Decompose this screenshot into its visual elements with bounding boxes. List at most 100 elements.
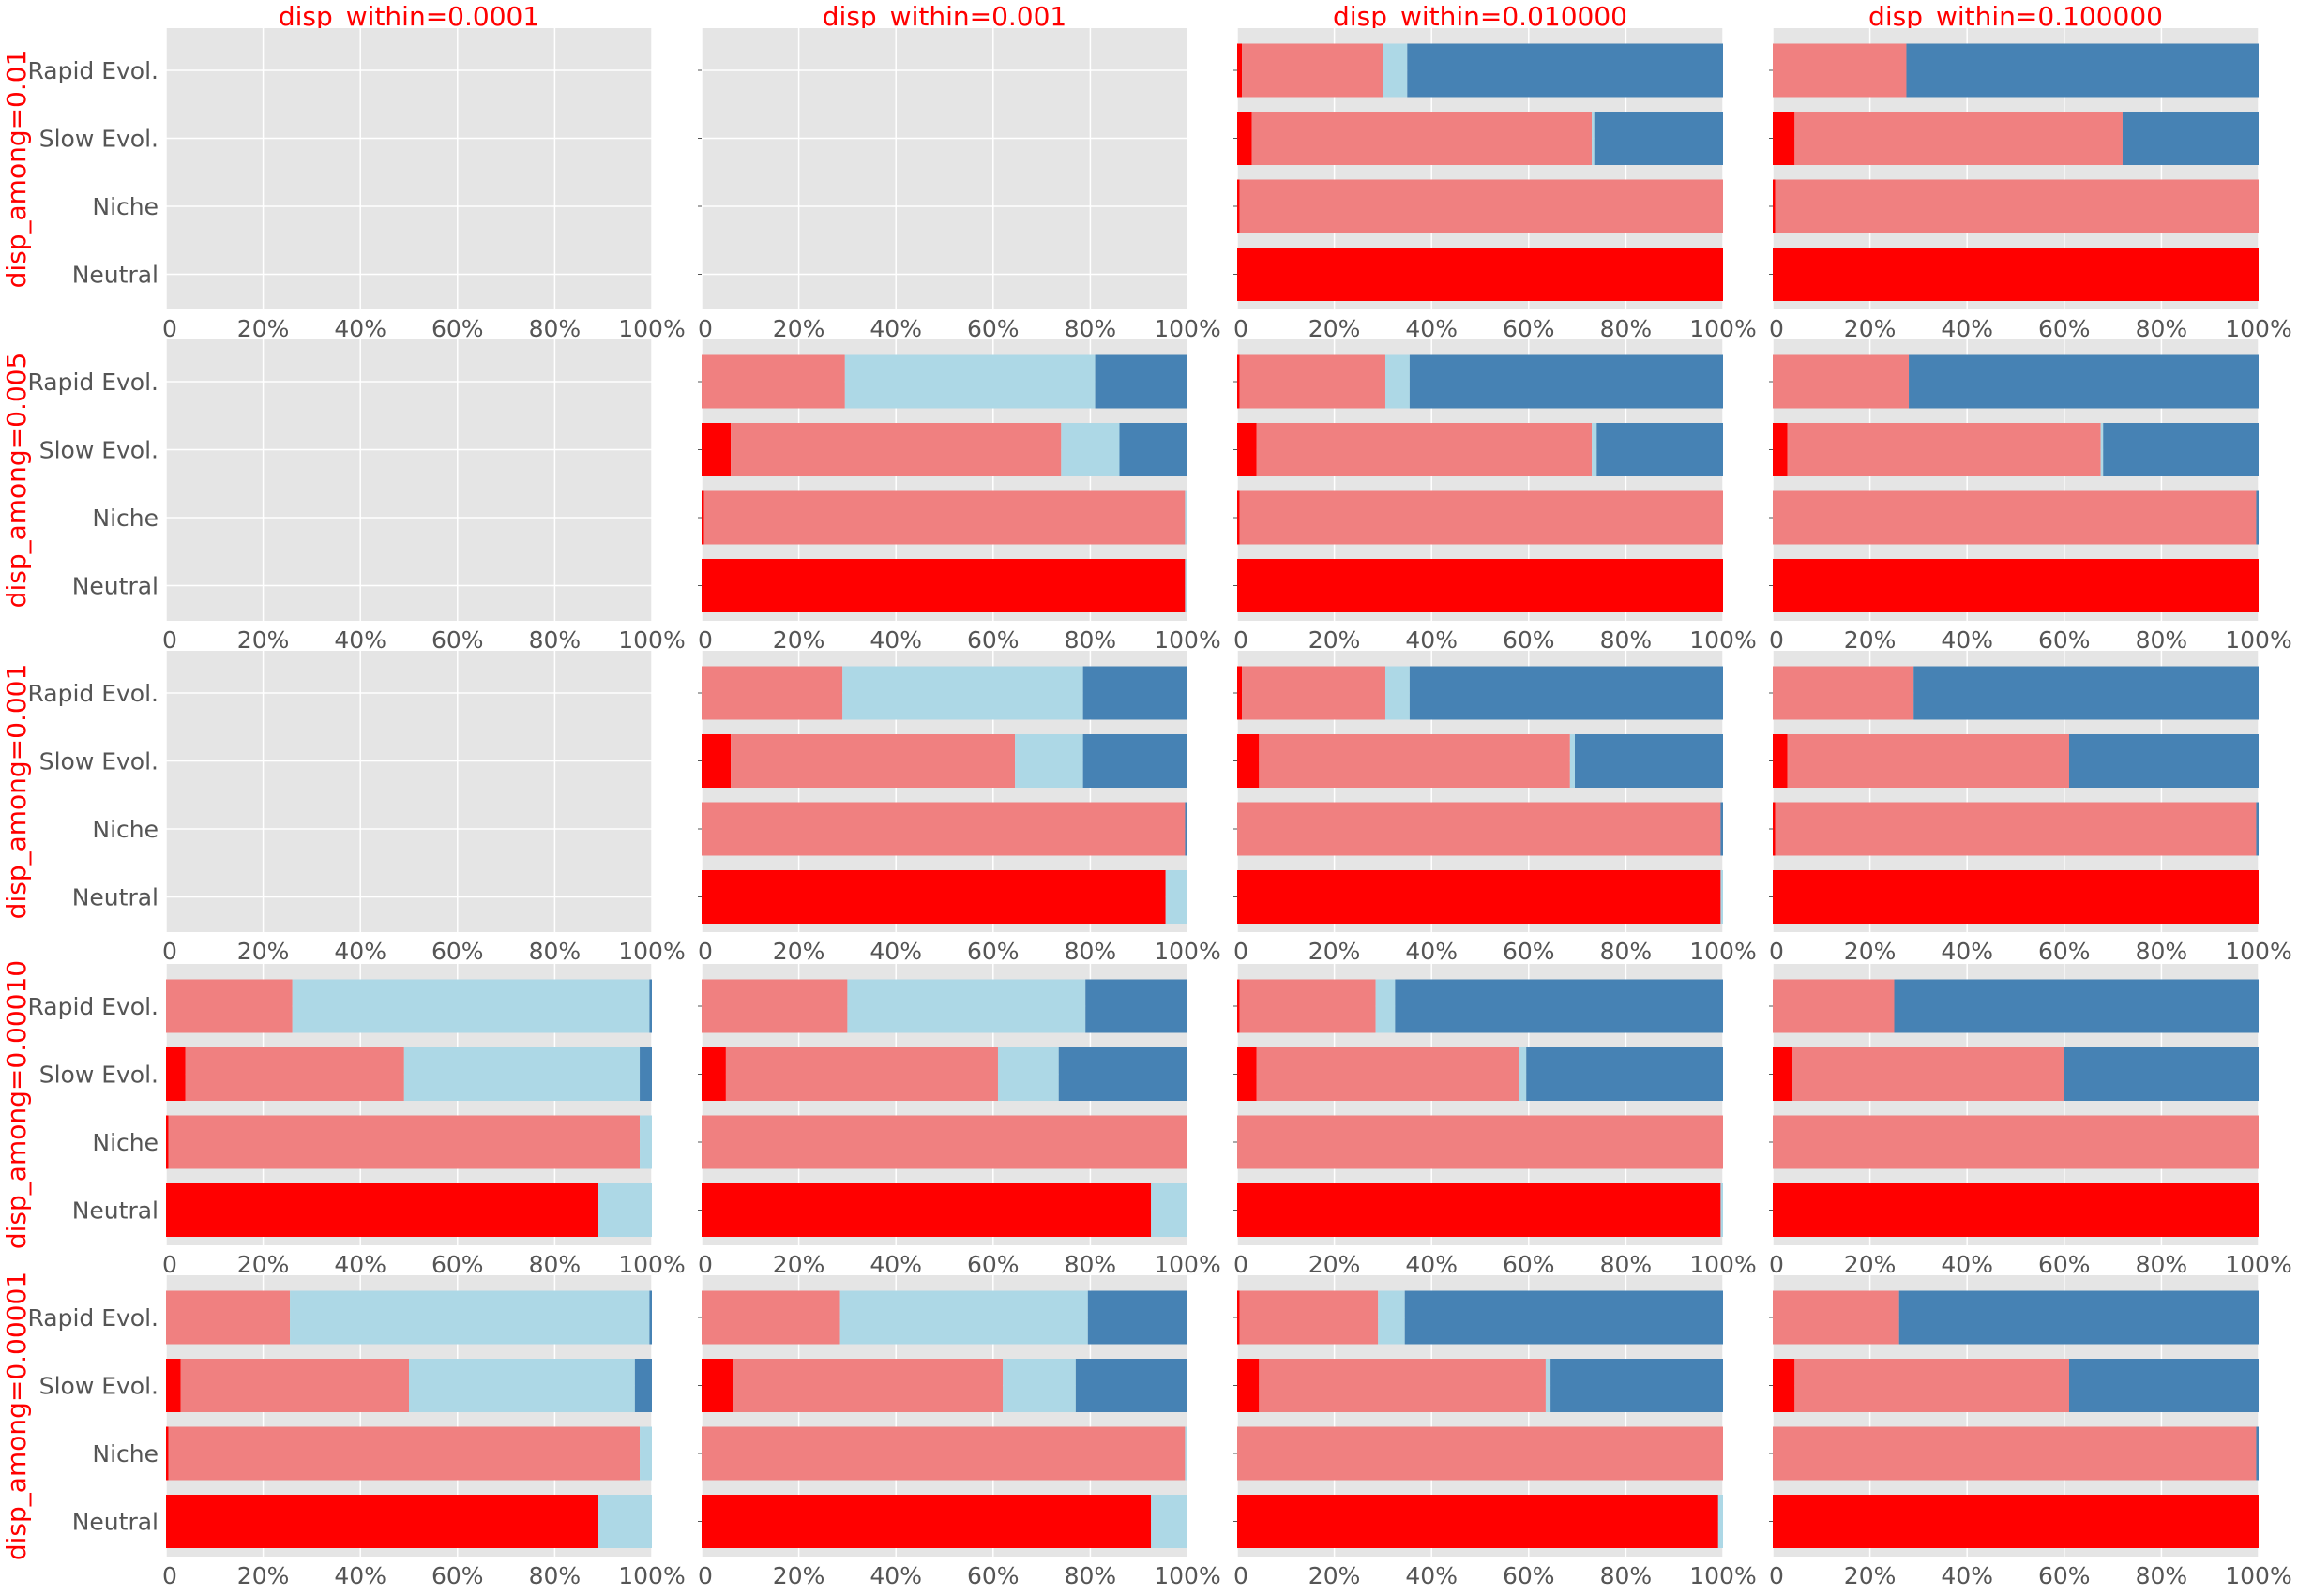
bar-segment	[1185, 1426, 1187, 1481]
x-tick-label: 60%	[967, 1562, 1020, 1589]
bar-segment	[702, 734, 732, 788]
y-tick-label: Slow Evol.	[39, 437, 159, 464]
bar-segment	[1592, 112, 1595, 165]
x-tick-label: 60%	[2038, 315, 2091, 342]
x-tick-label: 40%	[869, 315, 922, 342]
bar-segment	[1773, 1047, 1792, 1101]
bar-segment	[2256, 802, 2259, 856]
x-tick-label: 0	[162, 1562, 177, 1589]
bar-segment	[1239, 979, 1376, 1033]
bar-segment	[1119, 423, 1187, 476]
x-tick-label: 60%	[431, 315, 484, 342]
bar-segment	[702, 490, 704, 545]
bar-segment	[725, 1047, 998, 1101]
bar-segment	[1909, 354, 2259, 409]
bar-segment	[1185, 559, 1187, 612]
x-tick-label: 80%	[529, 938, 582, 965]
x-tick-label: 100%	[2225, 315, 2291, 342]
x-tick-label: 0	[1233, 1251, 1248, 1278]
y-tick-label: Niche	[92, 504, 159, 532]
bar-segment	[702, 1115, 1187, 1169]
x-tick-label: 0	[162, 1251, 177, 1278]
x-tick-label: 60%	[431, 938, 484, 965]
bar-segment	[1237, 423, 1257, 476]
x-tick-label: 80%	[2136, 938, 2188, 965]
bar-segment	[290, 1290, 650, 1345]
x-tick-label: 80%	[2136, 626, 2188, 654]
x-tick-label: 40%	[1941, 1562, 1993, 1589]
bar-segment	[1773, 559, 2259, 612]
bar-segment	[1082, 734, 1187, 788]
bar-segment	[1773, 179, 1776, 233]
x-tick-label: 40%	[869, 938, 922, 965]
x-tick-label: 0	[1769, 315, 1784, 342]
bar-segment	[1775, 802, 2257, 856]
x-tick-label: 100%	[1689, 1251, 1756, 1278]
panel-background	[166, 339, 652, 621]
bar-segment	[1773, 666, 1914, 720]
bar-segment	[1384, 354, 1410, 409]
bar-segment	[1237, 979, 1240, 1033]
x-tick-label: 0	[1769, 1251, 1784, 1278]
bar-segment	[1237, 354, 1240, 409]
bar-segment	[1720, 870, 1723, 924]
bar-segment	[634, 1359, 652, 1412]
bar-segment	[1185, 802, 1187, 856]
x-tick-label: 100%	[1154, 1251, 1220, 1278]
row-title: disp_among=0.00010	[1, 960, 32, 1249]
y-tick-label: Slow Evol.	[39, 748, 159, 775]
x-tick-label: 60%	[2038, 938, 2091, 965]
bar-segment	[1251, 112, 1593, 165]
x-tick-label: 60%	[2038, 1562, 2091, 1589]
bar-segment	[1015, 734, 1083, 788]
bar-segment	[731, 423, 1062, 476]
x-tick-label: 100%	[1689, 626, 1756, 654]
x-tick-label: 0	[698, 1562, 713, 1589]
y-tick-label: Slow Evol.	[39, 1373, 159, 1400]
bar-segment	[1061, 423, 1120, 476]
column-title: disp_within=0.001	[823, 1, 1066, 32]
bar-segment	[403, 1047, 641, 1101]
x-tick-label: 80%	[529, 626, 582, 654]
x-tick-label: 20%	[1308, 626, 1361, 654]
bar-segment	[1237, 1183, 1721, 1237]
y-tick-label: Neutral	[72, 1509, 159, 1536]
x-tick-label: 100%	[618, 315, 685, 342]
bar-segment	[1594, 112, 1723, 165]
bar-segment	[839, 1290, 1088, 1345]
y-tick-label: Neutral	[72, 884, 159, 911]
x-tick-label: 80%	[1600, 315, 1653, 342]
x-tick-label: 40%	[334, 626, 386, 654]
bar-segment	[598, 1495, 652, 1548]
bar-segment	[2256, 490, 2259, 545]
bar-segment	[185, 1047, 404, 1101]
x-tick-label: 80%	[1065, 1251, 1117, 1278]
bar-segment	[1773, 802, 1776, 856]
x-tick-label: 20%	[237, 626, 290, 654]
y-tick-label: Rapid Evol.	[27, 680, 159, 707]
bar-segment	[166, 1047, 186, 1101]
x-tick-label: 0	[698, 1251, 713, 1278]
panel-background	[166, 651, 652, 932]
x-tick-label: 0	[698, 315, 713, 342]
bar-segment	[1058, 1047, 1187, 1101]
x-tick-label: 100%	[2225, 938, 2291, 965]
x-tick-label: 0	[1233, 315, 1248, 342]
bar-segment	[166, 1359, 181, 1412]
bar-segment	[1787, 734, 2069, 788]
x-tick-label: 100%	[618, 938, 685, 965]
x-tick-label: 0	[1769, 938, 1784, 965]
bar-segment	[703, 490, 1186, 545]
bar-segment	[1894, 979, 2259, 1033]
bar-segment	[649, 1290, 652, 1345]
x-tick-label: 0	[1233, 1562, 1248, 1589]
x-tick-label: 40%	[1405, 626, 1458, 654]
bar-segment	[1237, 802, 1721, 856]
y-tick-label: Rapid Evol.	[27, 57, 159, 84]
bar-segment	[1773, 423, 1788, 476]
x-tick-label: 40%	[1405, 1562, 1458, 1589]
bar-segment	[640, 1426, 652, 1481]
bar-segment	[702, 423, 732, 476]
x-tick-label: 20%	[237, 1562, 290, 1589]
bar-segment	[842, 666, 1083, 720]
